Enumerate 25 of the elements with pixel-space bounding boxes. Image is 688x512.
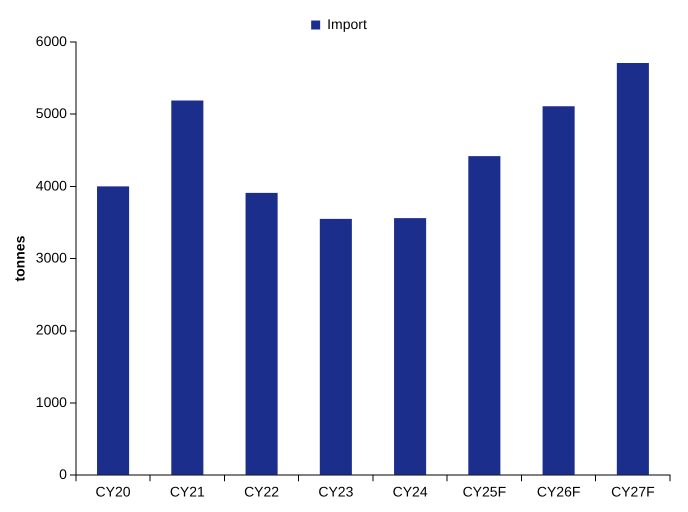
- bar: [468, 156, 500, 475]
- bar: [542, 106, 575, 475]
- bar: [246, 192, 278, 475]
- x-tick-label: CY20: [96, 483, 131, 500]
- y-tick-label: 4000: [36, 177, 68, 194]
- x-tick-label: CY26F: [536, 483, 580, 500]
- x-tick-label: CY27F: [611, 483, 655, 500]
- y-tick-label: 5000: [36, 105, 68, 122]
- y-tick-label: 2000: [36, 322, 68, 338]
- x-tick-label: CY22: [244, 483, 280, 500]
- bar: [616, 62, 649, 475]
- x-tick-label: CY24: [392, 483, 428, 500]
- x-tick-label: CY21: [170, 483, 206, 500]
- bar: [171, 100, 204, 475]
- bar: [320, 218, 352, 475]
- y-tick-label: 0: [59, 466, 68, 482]
- bar: [394, 218, 426, 475]
- y-tick-label: 6000: [36, 32, 68, 49]
- y-tick-label: 3000: [36, 249, 68, 266]
- y-axis-title: tonnes: [11, 235, 28, 282]
- x-tick-label: CY25F: [462, 483, 506, 500]
- bar: [97, 186, 130, 475]
- x-tick-label: CY23: [318, 483, 354, 500]
- y-tick-label: 1000: [36, 394, 68, 410]
- legend-label: Import: [327, 16, 367, 32]
